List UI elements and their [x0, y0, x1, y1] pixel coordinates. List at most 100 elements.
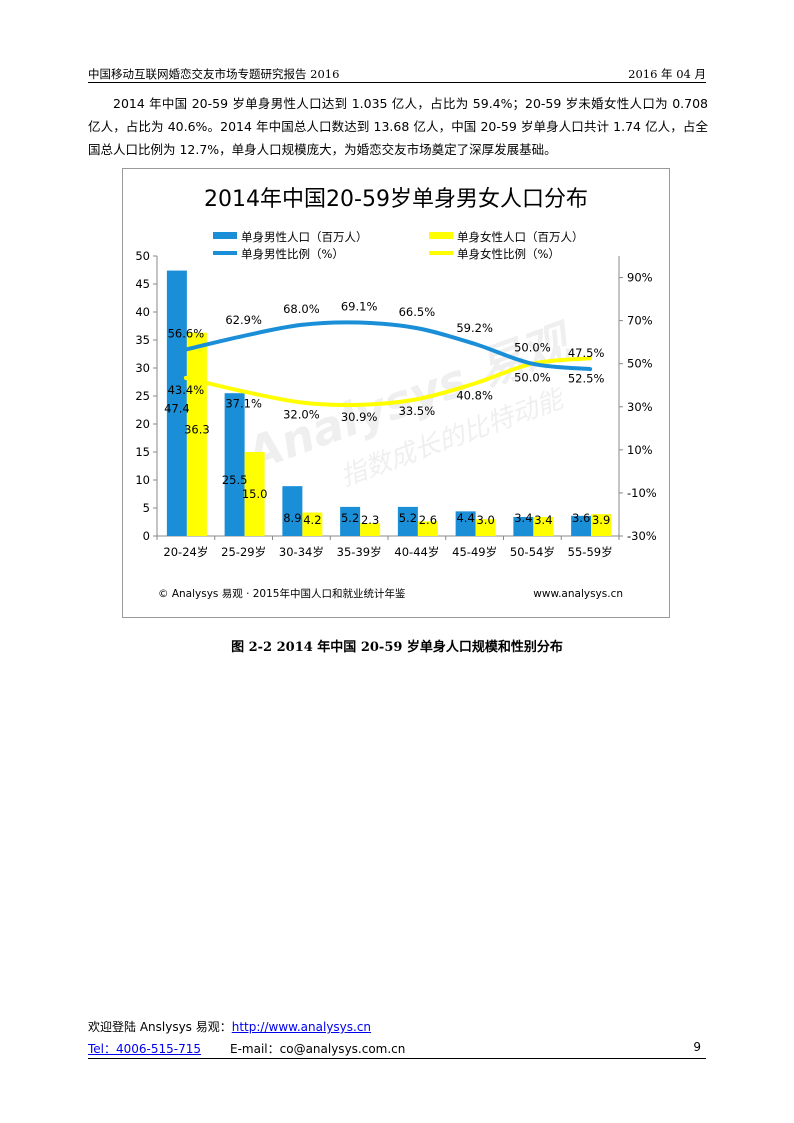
data-label-male-population: 5.2 [399, 511, 417, 525]
bar-male-population [397, 506, 418, 536]
x-tick-label: 50-54岁 [510, 545, 555, 559]
footer-welcome: 欢迎登陆 Anslysys 易观：http://www.analysys.cn [88, 1018, 371, 1035]
x-tick-label: 30-34岁 [279, 545, 324, 559]
data-label-male-ratio: 68.0% [283, 302, 320, 316]
x-tick-label: 55-59岁 [568, 545, 613, 559]
line-male-ratio [183, 320, 593, 372]
data-label-female-ratio: 30.9% [341, 410, 378, 424]
data-label-male-ratio: 56.6% [168, 326, 205, 340]
bar-female-population [360, 523, 381, 536]
line-female-ratio [183, 356, 593, 408]
y-tick-label: 25 [135, 389, 150, 403]
bar-male-population [282, 486, 303, 536]
y-tick-label: 35 [135, 333, 150, 347]
data-label-male-ratio: 66.5% [399, 305, 436, 319]
y2-tick-label: 70% [627, 314, 653, 328]
header-report-title: 中国移动互联网婚恋交友市场专题研究报告 2016 [88, 67, 340, 81]
data-label-male-ratio: 69.1% [341, 300, 378, 314]
footer-welcome-text: 欢迎登陆 Anslysys 易观： [88, 1020, 232, 1034]
data-label-female-population: 2.3 [361, 513, 379, 527]
data-label-female-population: 3.9 [592, 513, 610, 527]
data-label-male-population: 25.5 [222, 473, 248, 487]
figure-caption: 图 2-2 2014 年中国 20-59 岁单身人口规模和性别分布 [231, 640, 563, 655]
plot-area: 0 5 10 15 20 25 30 35 40 45 50 -30% -10% 10% 30% 50% 70%… [135, 249, 656, 559]
data-label-male-population: 47.4 [164, 402, 190, 416]
data-label-female-ratio: 32.0% [283, 407, 320, 421]
data-label-female-ratio: 37.1% [225, 396, 262, 410]
data-label-male-population: 4.4 [456, 511, 474, 525]
y2-tick-label: 50% [627, 357, 653, 371]
data-label-female-ratio: 40.8% [456, 389, 493, 403]
bar-female-population [591, 514, 612, 536]
x-tick-label: 35-39岁 [337, 545, 382, 559]
bar-female-population [244, 452, 265, 536]
y2-tick-label: -30% [627, 529, 657, 543]
x-tick-label: 25-29岁 [221, 545, 266, 559]
body-paragraph: 2014 年中国 20-59 岁单身男性人口达到 1.035 亿人，占比为 59… [88, 96, 708, 157]
data-label-female-population: 3.4 [534, 513, 552, 527]
y-tick-label: 20 [135, 417, 150, 431]
bar-female-population [475, 519, 496, 536]
x-tick-label: 20-24岁 [163, 545, 208, 559]
y-tick-label: 40 [135, 305, 150, 319]
y-tick-label: 50 [135, 249, 150, 263]
y-tick-label: 15 [135, 445, 150, 459]
data-label-female-ratio: 50.0% [514, 371, 551, 385]
bar-female-population [533, 516, 554, 536]
bar-male-population [166, 270, 187, 536]
bar-male-population [455, 511, 476, 536]
y2-tick-label: -10% [627, 486, 657, 500]
y-tick-label: 10 [135, 473, 150, 487]
data-label-male-ratio: 59.2% [456, 321, 493, 335]
chart-source: © Analysys 易观 · 2015年中国人口和就业统计年鉴 [158, 587, 406, 600]
bar-female-population [417, 521, 438, 536]
legend-label-female-ratio: 单身女性比例（%） [457, 247, 560, 261]
legend-swatch-female-ratio [429, 251, 453, 255]
data-label-male-population: 5.2 [341, 511, 359, 525]
page-header: 中国移动互联网婚恋交友市场专题研究报告 2016 2016 年 04 月 [88, 64, 706, 83]
data-label-male-population: 8.9 [283, 511, 301, 525]
y2-tick-label: 30% [627, 400, 653, 414]
legend-swatch-female-population [429, 232, 453, 239]
legend-label-male-ratio: 单身男性比例（%） [241, 247, 344, 261]
footer-website-link[interactable]: http://www.analysys.cn [231, 1020, 372, 1034]
page-footer: Tel：4006-515-715 E-mail：co@analysys.com.… [88, 1040, 706, 1059]
page-number: 9 [693, 1040, 701, 1054]
y2-tick-label: 90% [627, 271, 653, 285]
y-tick-label: 0 [143, 529, 150, 543]
data-label-male-ratio: 62.9% [225, 313, 262, 327]
legend-label-female-population: 单身女性人口（百万人） [457, 230, 584, 244]
bar-male-population [224, 393, 245, 536]
bar-female-population [302, 512, 323, 536]
population-chart: Analysys 易观 指数成长的比特动能 2014年中国20-59岁单身男女人… [135, 187, 656, 600]
x-tick-label: 45-49岁 [452, 545, 497, 559]
data-label-female-population: 2.6 [419, 513, 437, 527]
chart-title: 2014年中国20-59岁单身男女人口分布 [204, 187, 588, 212]
data-label-female-population: 4.2 [303, 513, 321, 527]
data-label-female-population: 3.0 [476, 513, 494, 527]
legend-label-male-population: 单身男性人口（百万人） [241, 230, 368, 244]
bar-male-population [340, 506, 361, 536]
footer-email: E-mail：co@analysys.com.cn [230, 1042, 406, 1056]
y2-tick-label: 10% [627, 443, 653, 457]
legend-swatch-male-ratio [213, 251, 237, 255]
header-date: 2016 年 04 月 [628, 67, 706, 81]
x-tick-label: 40-44岁 [394, 545, 439, 559]
bar-male-population [513, 516, 534, 536]
data-label-male-population: 3.6 [572, 511, 590, 525]
y-tick-label: 30 [135, 361, 150, 375]
data-label-female-ratio: 43.4% [168, 383, 205, 397]
chart-site: www.analysys.cn [533, 588, 623, 600]
data-label-male-population: 3.4 [514, 511, 532, 525]
y-tick-label: 5 [143, 501, 150, 515]
bar-male-population [571, 515, 592, 536]
data-label-female-population: 15.0 [242, 487, 268, 501]
y-tick-label: 45 [135, 277, 150, 291]
chart-container: Analysys 易观 指数成长的比特动能 2014年中国20-59岁单身男女人… [122, 168, 670, 618]
data-label-female-ratio: 33.5% [399, 404, 436, 418]
chart-legend: 单身男性人口（百万人） 单身女性人口（百万人） 单身男性比例（%） 单身女性比例… [213, 230, 584, 261]
legend-swatch-male-population [213, 232, 237, 239]
data-label-female-ratio: 52.5% [568, 371, 605, 385]
footer-tel-link[interactable]: Tel：4006-515-715 [88, 1042, 202, 1056]
data-label-female-population: 36.3 [184, 423, 210, 437]
